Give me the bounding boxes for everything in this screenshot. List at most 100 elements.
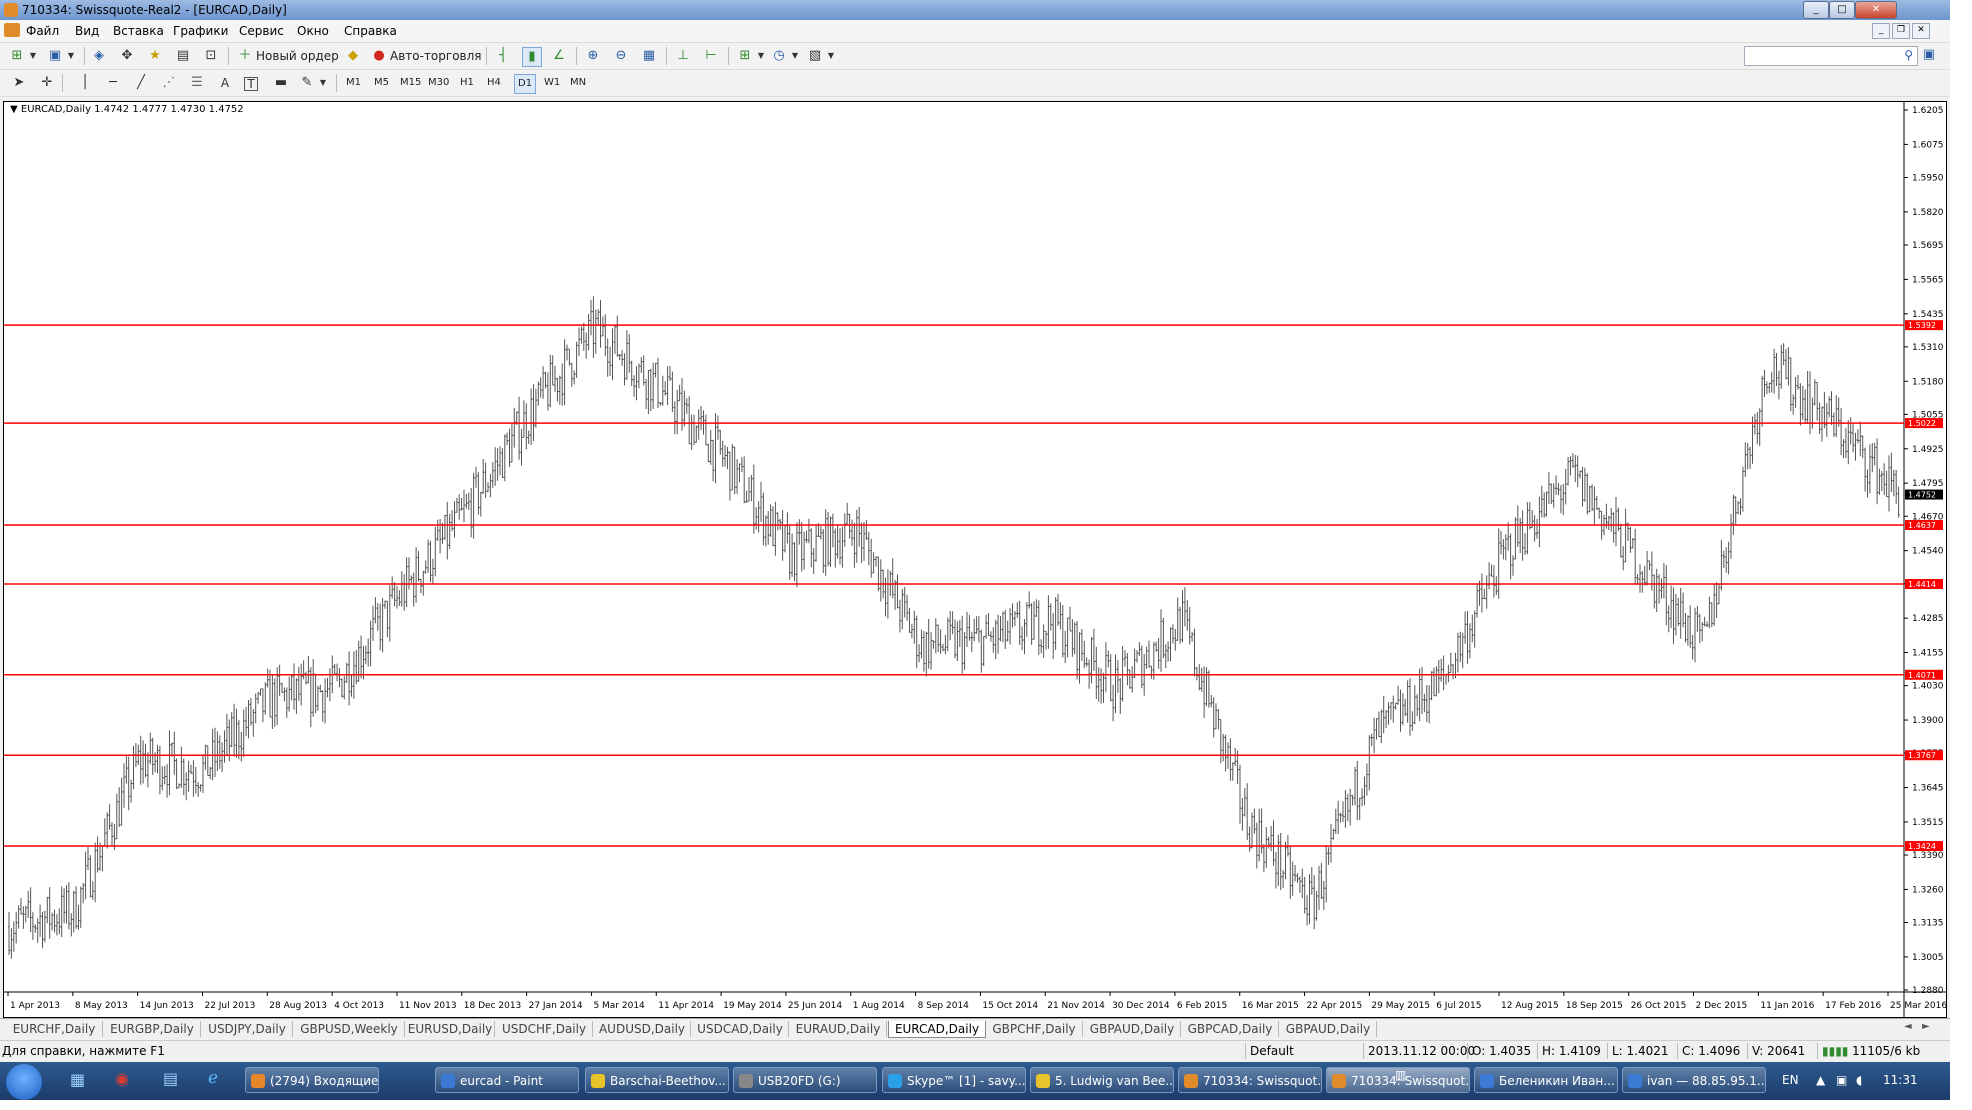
timeframe-h4[interactable]: H4 <box>487 77 501 88</box>
timeframe-h1[interactable]: H1 <box>460 77 474 88</box>
chart-tab[interactable]: EURCHF,Daily <box>6 1021 103 1037</box>
menu-insert[interactable]: Вставка <box>113 24 164 38</box>
minimize-button[interactable]: _ <box>1803 1 1829 19</box>
status-profile[interactable]: Default <box>1250 1044 1294 1058</box>
dropdown-arrow-icon[interactable]: ▼ <box>319 78 327 87</box>
taskbar-item[interactable]: 710334: Swissquot... <box>1178 1067 1322 1093</box>
start-button[interactable] <box>6 1064 42 1100</box>
rectangle-icon[interactable]: ▬ <box>274 75 288 90</box>
data-window-icon[interactable]: ★ <box>149 48 161 63</box>
chart-tab[interactable]: USDJPY,Daily <box>202 1021 293 1037</box>
help-topics-icon[interactable]: ▣ <box>1922 47 1936 62</box>
templates-icon[interactable]: ▧ <box>808 48 822 63</box>
chart-tab[interactable]: GBPAUD,Daily <box>1280 1021 1377 1037</box>
search-input[interactable]: ⚲ <box>1744 46 1918 66</box>
fibonacci-icon[interactable]: ☰ <box>191 75 203 90</box>
metaeditor-icon[interactable]: ◆ <box>348 48 358 63</box>
taskbar-item[interactable]: eurcad - Paint <box>435 1067 579 1093</box>
trendline-icon[interactable]: ╱ <box>137 75 145 90</box>
volume-icon[interactable]: ◖ <box>1856 1073 1863 1087</box>
new-order-button[interactable]: Новый ордер <box>256 49 339 63</box>
chart-tab[interactable]: EURUSD,Daily <box>406 1021 495 1037</box>
tray-expand-icon[interactable]: ▲ <box>1816 1073 1826 1087</box>
clock[interactable]: 11:31 <box>1883 1073 1918 1087</box>
indicators-icon[interactable]: ⊞ <box>739 48 751 63</box>
menu-window[interactable]: Окно <box>297 24 329 38</box>
chart-tab[interactable]: GBPCHF,Daily <box>986 1021 1083 1037</box>
chart-shift-icon[interactable]: ⊥ <box>677 48 689 63</box>
text-label-icon[interactable]: T <box>244 77 258 91</box>
dropdown-arrow-icon[interactable]: ▼ <box>757 51 765 60</box>
dropdown-arrow-icon[interactable]: ▼ <box>29 51 37 60</box>
cursor-icon[interactable]: ➤ <box>13 75 25 90</box>
ie-icon[interactable]: ℯ <box>208 1068 219 1088</box>
chart-tab[interactable]: USDCAD,Daily <box>692 1021 789 1037</box>
dropdown-arrow-icon[interactable]: ▼ <box>791 51 799 60</box>
arrows-icon[interactable]: ✎ <box>301 75 313 90</box>
timeframe-m30[interactable]: M30 <box>428 77 450 88</box>
maximize-button[interactable]: □ <box>1829 1 1855 19</box>
equidistant-channel-icon[interactable]: ⋰ <box>162 75 176 90</box>
chart-tab[interactable]: GBPUSD,Weekly <box>294 1021 405 1037</box>
zoom-in-icon[interactable]: ⊕ <box>587 48 599 63</box>
timeframe-m1[interactable]: M1 <box>346 77 361 88</box>
chart-tab[interactable]: AUDUSD,Daily <box>594 1021 691 1037</box>
child-window-icon[interactable] <box>4 23 20 37</box>
close-button[interactable]: ✕ <box>1855 1 1897 19</box>
chart-tab[interactable]: USDCHF,Daily <box>496 1021 593 1037</box>
terminal-icon[interactable]: ▤ <box>176 48 190 63</box>
calculator-icon[interactable]: ▥ <box>1395 1068 1407 1082</box>
menu-charts[interactable]: Графики <box>173 24 229 38</box>
taskbar-item[interactable]: 5. Ludwig van Bee... <box>1030 1067 1174 1093</box>
network-icon[interactable]: ▣ <box>1836 1073 1848 1087</box>
candlestick-chart-icon[interactable]: ▮ <box>522 47 542 67</box>
timeframe-w1[interactable]: W1 <box>544 77 561 88</box>
timeframe-m15[interactable]: M15 <box>400 77 422 88</box>
chart-menu-arrow-icon[interactable]: ▼ <box>10 104 18 115</box>
taskbar-item[interactable]: (2794) Входящие ... <box>245 1067 379 1093</box>
taskbar-item[interactable]: ivan — 88.85.95.1... <box>1622 1067 1766 1093</box>
price-chart[interactable]: 1.6205 1.6075 1.5950 1.5820 1.5695 1.5565 1.54… <box>4 102 1946 1017</box>
language-indicator[interactable]: EN <box>1782 1073 1799 1087</box>
line-chart-icon[interactable]: ∠ <box>553 48 565 63</box>
chart-window[interactable]: 1.6205 1.6075 1.5950 1.5820 1.5695 1.5565 1.54… <box>3 101 1947 1018</box>
profiles-icon[interactable]: ▣ <box>48 48 62 63</box>
timeframe-m5[interactable]: M5 <box>374 77 389 88</box>
zoom-out-icon[interactable]: ⊖ <box>615 48 627 63</box>
tester-icon[interactable]: ⊡ <box>205 48 217 63</box>
taskbar-item[interactable]: Barschai-Beethov... <box>585 1067 729 1093</box>
child-minimize-icon[interactable]: _ <box>1872 23 1890 39</box>
taskbar-item[interactable]: USB20FD (G:) <box>733 1067 877 1093</box>
tabs-scroll-left-icon[interactable]: ◄ <box>1904 1021 1912 1032</box>
chart-tab[interactable]: EURCAD,Daily <box>888 1021 986 1038</box>
menu-file[interactable]: Файл <box>26 24 60 38</box>
menu-view[interactable]: Вид <box>75 24 100 38</box>
timeframe-d1[interactable]: D1 <box>514 74 537 94</box>
explorer-icon[interactable]: ▤ <box>163 1069 179 1088</box>
tile-windows-icon[interactable]: ▦ <box>642 48 656 63</box>
taskbar-item[interactable]: 710334: Swissquot... <box>1326 1067 1470 1093</box>
menu-tools[interactable]: Сервис <box>239 24 284 38</box>
opera-icon[interactable]: ◉ <box>115 1069 129 1088</box>
chart-tab[interactable]: EURAUD,Daily <box>790 1021 887 1037</box>
chart-tab[interactable]: GBPAUD,Daily <box>1084 1021 1181 1037</box>
timeframe-mn[interactable]: MN <box>570 77 587 88</box>
child-restore-icon[interactable]: ❐ <box>1892 23 1910 39</box>
crosshair-icon[interactable]: ✛ <box>41 75 53 90</box>
taskbar-item[interactable]: Skype™ [1] - savy... <box>882 1067 1026 1093</box>
child-close-icon[interactable]: ✕ <box>1912 23 1930 39</box>
text-icon[interactable]: A <box>220 76 230 90</box>
autotrade-icon[interactable]: ● <box>373 48 385 63</box>
navigator-icon[interactable]: ✥ <box>121 48 133 63</box>
bar-chart-icon[interactable]: ┤ <box>499 48 507 63</box>
horizontal-line-icon[interactable]: ─ <box>109 75 117 90</box>
vertical-line-icon[interactable]: │ <box>81 75 89 90</box>
periods-clock-icon[interactable]: ◷ <box>773 48 785 63</box>
chart-tab[interactable]: EURGBP,Daily <box>104 1021 201 1037</box>
new-order-icon[interactable]: ＋ <box>238 48 252 63</box>
market-watch-icon[interactable]: ◈ <box>94 48 104 63</box>
search-icon[interactable]: ⚲ <box>1904 48 1913 62</box>
autotrade-button[interactable]: Авто-торговля <box>390 49 482 63</box>
dropdown-arrow-icon[interactable]: ▼ <box>827 51 835 60</box>
autoscroll-icon[interactable]: ⊢ <box>705 48 717 63</box>
